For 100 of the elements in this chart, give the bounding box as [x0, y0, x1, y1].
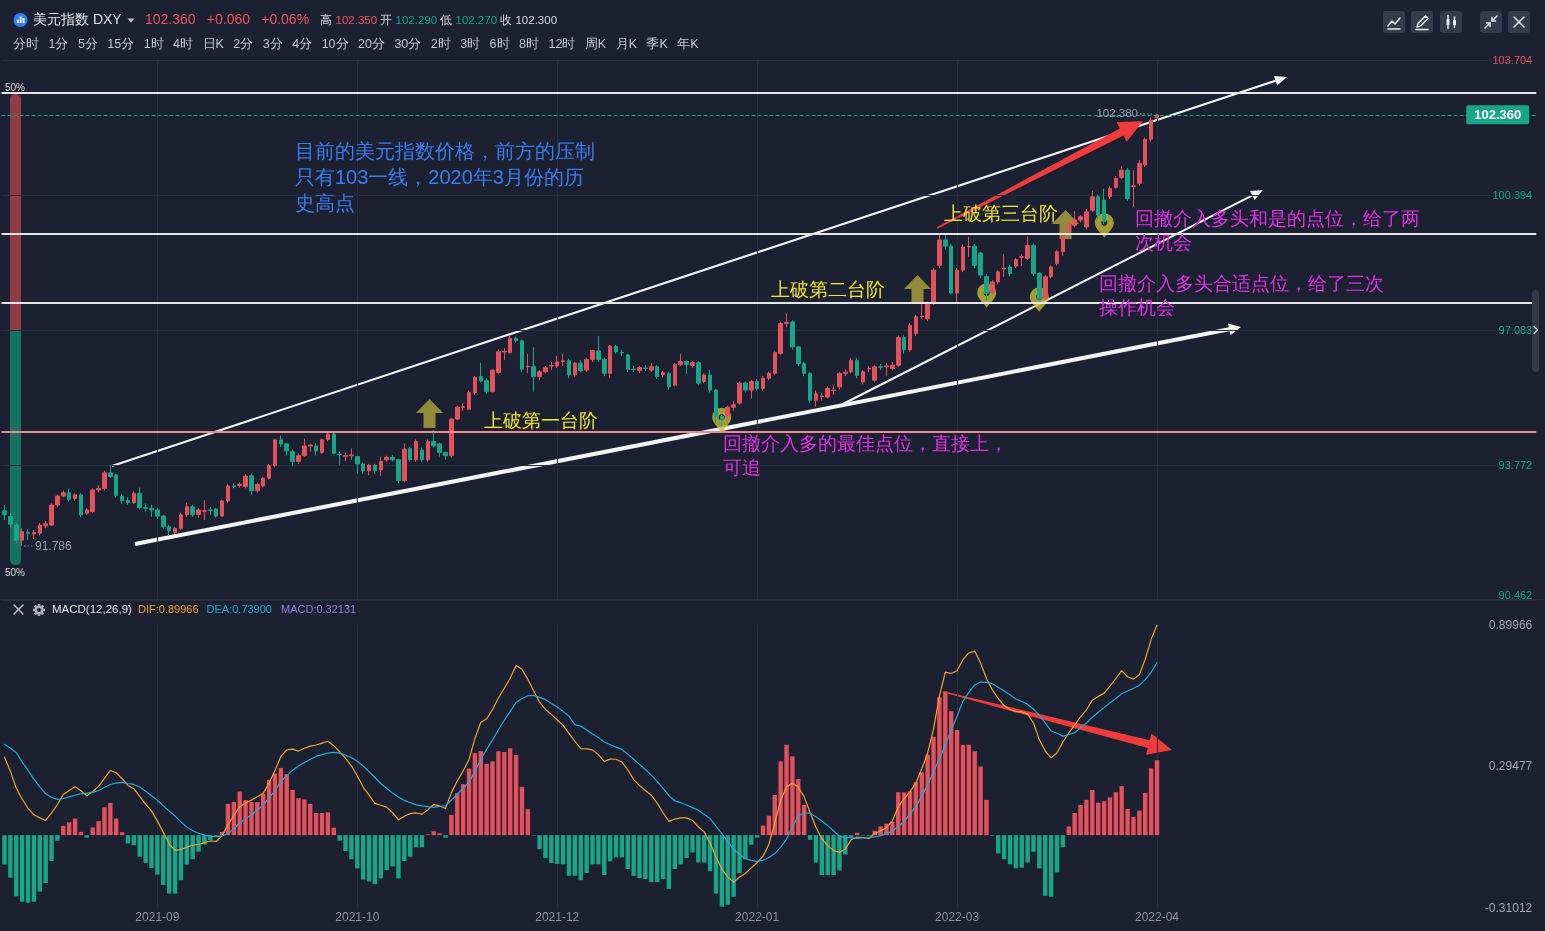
candlestick [855, 357, 859, 379]
text: DIF:0.89966 [138, 602, 199, 615]
candlestick [578, 359, 583, 373]
candlestick [373, 463, 377, 475]
y-tick-label: 93.772 [1498, 459, 1533, 472]
candlestick [1131, 169, 1136, 208]
candlestick [696, 360, 701, 386]
candlestick [620, 349, 624, 357]
bar [966, 744, 972, 836]
annotation: 回撤介入多的最佳点位，直接上，可追 [723, 432, 1009, 480]
x-tick-label: 2021-12 [535, 909, 580, 924]
bar [325, 812, 331, 836]
candlestick [573, 361, 577, 378]
candlestick [520, 339, 524, 373]
bar [1001, 835, 1007, 860]
candlestick [26, 528, 30, 541]
candlestick [714, 388, 718, 424]
candlestick [249, 473, 254, 496]
x-tick-label: 2021-10 [335, 909, 380, 924]
candlestick [132, 491, 136, 505]
candlestick [961, 243, 965, 273]
ref-line-label: 102.360 [1474, 107, 1522, 123]
annotation: 上破第一台阶 [484, 409, 598, 433]
bar [19, 835, 25, 902]
bar [413, 835, 419, 848]
candlestick [367, 463, 371, 476]
text: 分时 1分 5分 15分 1时 4时 日K 2分 3分 4分 10分 20分 30分 2时 3时 6时 8时 12时 周K 月K 季K 年K [13, 37, 699, 52]
x-tick-label: 2022-04 [1134, 909, 1180, 924]
candlestick [267, 463, 271, 480]
bar [513, 755, 519, 836]
text: MACD:0.32131 [281, 603, 357, 616]
candlestick [1090, 190, 1095, 213]
bar [960, 744, 966, 836]
bar [560, 835, 566, 865]
y-tick-label: 103.704 [1492, 54, 1533, 66]
candlestick [320, 438, 324, 455]
y-tick-label: 0.29477 [1488, 759, 1533, 774]
candlestick [761, 375, 765, 391]
candlestick [426, 438, 430, 462]
candlestick [655, 364, 659, 380]
candlestick [690, 360, 695, 369]
candlestick [32, 529, 36, 540]
bar [1060, 835, 1066, 848]
bar [84, 835, 90, 838]
candlestick [749, 379, 754, 400]
candlestick [914, 314, 918, 336]
bar [660, 835, 666, 880]
candlestick [414, 438, 418, 463]
bar [443, 835, 448, 838]
bar [378, 835, 384, 879]
candlestick [190, 504, 195, 518]
candlestick [379, 456, 383, 477]
bar [1048, 835, 1054, 897]
candlestick [120, 493, 124, 505]
candlestick [737, 381, 742, 406]
annotation: 目前的美元指数价格，前方的压制只有103一线，2020年3月份的历史高点 [295, 139, 596, 216]
candlestick [314, 442, 318, 457]
bar [1007, 835, 1013, 865]
x-tick-label: 2021-09 [135, 909, 180, 924]
candlestick [420, 447, 424, 463]
candlestick [220, 499, 224, 518]
candlestick [67, 487, 71, 502]
legend-title: MACD(12,26,9) [52, 603, 132, 617]
candlestick [408, 446, 412, 463]
bar [131, 835, 137, 846]
candlestick [902, 334, 906, 355]
bar [1054, 835, 1060, 873]
bar [1107, 797, 1113, 836]
y-tick-label: 90.462 [1498, 588, 1533, 601]
candlestick [931, 267, 936, 306]
candlestick [20, 527, 24, 547]
candlestick [561, 353, 565, 367]
candlestick [702, 372, 706, 384]
annotation: 上破第二台阶 [771, 278, 885, 302]
candlestick [614, 344, 618, 355]
bar [807, 835, 813, 840]
candlestick [643, 364, 648, 372]
candlestick [1055, 249, 1059, 267]
bar [607, 835, 613, 862]
candlestick [179, 512, 183, 531]
candlestick [637, 365, 642, 374]
y-tick-label: 100.394 [1492, 188, 1533, 201]
bar [1113, 792, 1119, 836]
candlestick [667, 371, 671, 391]
candlestick [649, 362, 654, 373]
candlestick [1096, 194, 1100, 220]
bar [1148, 768, 1154, 836]
candlestick [402, 442, 407, 483]
bar [419, 835, 425, 848]
candlestick [808, 371, 812, 404]
bar [119, 832, 125, 836]
bar [666, 835, 672, 889]
bar [366, 835, 372, 882]
candlestick [473, 375, 477, 396]
annotation: 50% [5, 82, 26, 94]
x-tick-label: 2022-01 [735, 909, 780, 924]
candlestick [967, 236, 971, 258]
bar [572, 835, 578, 876]
candlestick [1061, 230, 1065, 257]
candlestick [1108, 186, 1112, 200]
